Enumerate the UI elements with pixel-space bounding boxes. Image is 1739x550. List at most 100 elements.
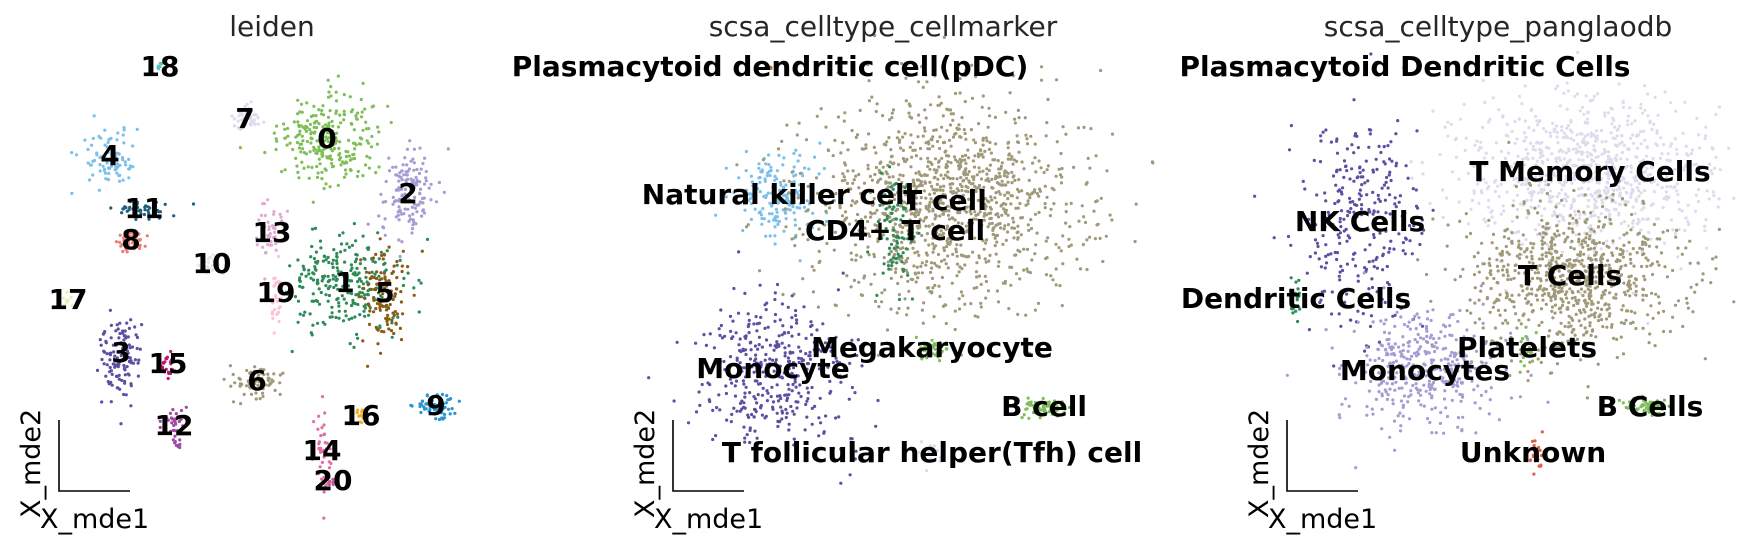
data-point: [1006, 223, 1011, 227]
data-point: [1649, 203, 1653, 207]
data-point: [327, 121, 331, 125]
data-point: [162, 430, 166, 434]
data-point: [989, 216, 993, 220]
data-point: [714, 213, 718, 217]
data-point: [114, 240, 118, 244]
data-point: [378, 324, 382, 328]
data-point: [330, 305, 334, 309]
data-point: [935, 182, 940, 186]
data-point: [371, 256, 375, 260]
data-point: [353, 260, 357, 264]
data-point: [777, 334, 781, 338]
data-point: [261, 202, 265, 206]
data-point: [993, 176, 998, 180]
data-point: [357, 142, 362, 146]
data-point: [1711, 190, 1715, 194]
data-point: [855, 253, 859, 257]
data-point: [334, 109, 338, 113]
data-point: [893, 222, 897, 226]
data-point: [1479, 140, 1483, 144]
data-point: [279, 215, 283, 219]
data-point: [1687, 222, 1691, 227]
data-point: [380, 297, 384, 301]
data-point: [326, 274, 330, 278]
data-point: [363, 266, 367, 270]
data-point: [719, 308, 723, 312]
data-point: [759, 406, 763, 410]
data-point: [941, 188, 945, 192]
data-point: [1641, 111, 1645, 115]
data-point: [1033, 212, 1038, 216]
data-point: [409, 159, 413, 163]
data-point: [1389, 140, 1393, 144]
data-point: [1010, 170, 1014, 174]
data-point: [1602, 189, 1606, 193]
data-point: [135, 346, 139, 351]
data-point: [298, 129, 302, 133]
data-point: [114, 155, 118, 159]
data-point: [353, 302, 357, 306]
data-point: [1025, 142, 1030, 146]
data-point: [898, 247, 903, 251]
data-point: [457, 399, 461, 403]
data-point: [694, 341, 698, 345]
data-point: [116, 350, 121, 354]
data-point: [247, 107, 251, 111]
data-point: [1015, 196, 1019, 200]
data-point: [1060, 304, 1064, 308]
data-point: [98, 156, 102, 160]
data-point: [1033, 252, 1037, 256]
data-point: [208, 255, 212, 259]
data-point: [121, 178, 125, 182]
data-point: [949, 205, 953, 209]
data-point: [972, 175, 976, 179]
data-point: [91, 173, 95, 177]
data-point: [762, 217, 766, 221]
data-point: [157, 364, 161, 368]
data-point: [101, 164, 105, 168]
data-point: [1473, 286, 1477, 290]
data-point: [123, 233, 127, 237]
data-point: [1537, 120, 1541, 124]
data-point: [156, 208, 160, 213]
data-point: [849, 285, 853, 289]
data-point: [976, 315, 980, 319]
data-point: [904, 247, 908, 251]
data-point: [917, 253, 921, 257]
data-point: [992, 226, 996, 230]
data-point: [1612, 336, 1616, 340]
data-point: [1001, 281, 1006, 285]
data-point: [911, 205, 915, 209]
data-point: [884, 143, 888, 147]
data-point: [1044, 239, 1048, 243]
data-point: [1571, 147, 1575, 151]
data-point: [118, 163, 122, 167]
data-point: [336, 183, 340, 187]
data-point: [1415, 129, 1419, 133]
data-point: [1033, 142, 1037, 146]
data-point: [942, 177, 946, 181]
data-point: [378, 288, 382, 292]
data-point: [872, 254, 877, 259]
data-point: [1515, 137, 1519, 141]
data-point: [1610, 122, 1614, 126]
data-point: [1577, 319, 1581, 323]
data-point: [911, 141, 915, 145]
data-point: [323, 254, 327, 259]
data-point: [1600, 140, 1604, 144]
data-point: [904, 209, 909, 213]
data-point: [866, 167, 870, 171]
data-point: [870, 95, 874, 99]
data-point: [315, 151, 319, 155]
data-point: [157, 67, 161, 71]
data-point: [1321, 130, 1325, 134]
data-point: [334, 141, 338, 145]
data-point: [821, 200, 825, 204]
data-point: [1684, 144, 1688, 148]
data-point: [794, 173, 798, 177]
data-point: [997, 260, 1001, 264]
data-point: [359, 414, 363, 418]
data-point: [1453, 138, 1457, 142]
data-point: [795, 205, 799, 210]
cluster-points-20: [327, 475, 339, 487]
